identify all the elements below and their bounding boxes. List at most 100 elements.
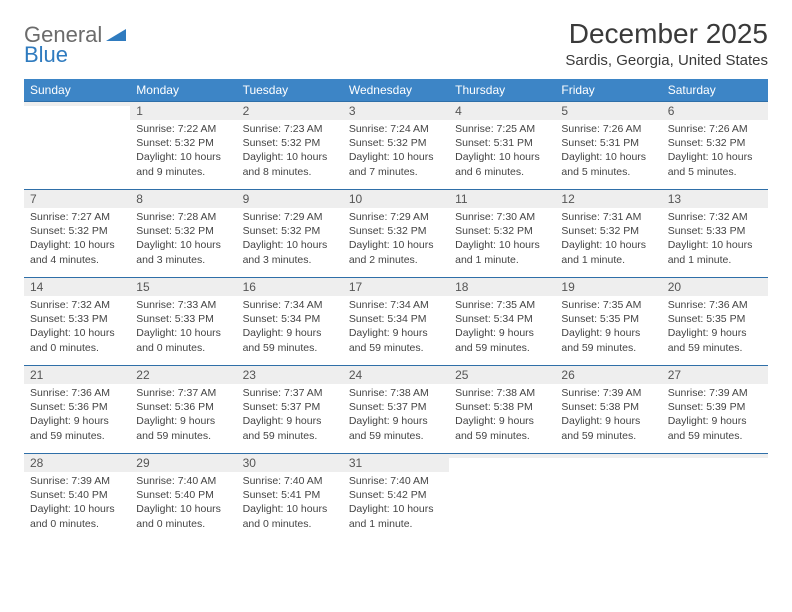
location: Sardis, Georgia, United States — [565, 52, 768, 69]
sunset-text: Sunset: 5:31 PM — [455, 136, 549, 150]
day-header: Tuesday — [237, 79, 343, 101]
day-number: 7 — [24, 189, 130, 208]
cell-body: Sunrise: 7:35 AMSunset: 5:35 PMDaylight:… — [555, 296, 661, 361]
calendar-cell — [24, 101, 130, 189]
calendar-cell: 8Sunrise: 7:28 AMSunset: 5:32 PMDaylight… — [130, 189, 236, 277]
sunrise-text: Sunrise: 7:40 AM — [349, 474, 443, 488]
daylight-text: Daylight: 10 hours and 4 minutes. — [30, 238, 124, 266]
day-number: 26 — [555, 365, 661, 384]
day-number: 23 — [237, 365, 343, 384]
calendar-cell — [662, 453, 768, 541]
calendar-cell: 30Sunrise: 7:40 AMSunset: 5:41 PMDayligh… — [237, 453, 343, 541]
daylight-text: Daylight: 10 hours and 1 minute. — [349, 502, 443, 530]
calendar-cell: 29Sunrise: 7:40 AMSunset: 5:40 PMDayligh… — [130, 453, 236, 541]
daylight-text: Daylight: 10 hours and 6 minutes. — [455, 150, 549, 178]
daylight-text: Daylight: 10 hours and 3 minutes. — [243, 238, 337, 266]
day-header: Wednesday — [343, 79, 449, 101]
sunrise-text: Sunrise: 7:27 AM — [30, 210, 124, 224]
day-number: 14 — [24, 277, 130, 296]
calendar-cell: 31 Sunrise: 7:40 AMSunset: 5:42 PMDayligh… — [343, 453, 449, 541]
cell-body: Sunrise: 7:26 AMSunset: 5:31 PMDaylight:… — [555, 120, 661, 185]
sunset-text: Sunset: 5:33 PM — [668, 224, 762, 238]
calendar-cell: 7Sunrise: 7:27 AMSunset: 5:32 PMDaylight… — [24, 189, 130, 277]
sunrise-text: Sunrise: 7:36 AM — [668, 298, 762, 312]
day-number: 12 — [555, 189, 661, 208]
calendar-cell: 23Sunrise: 7:37 AMSunset: 5:37 PMDayligh… — [237, 365, 343, 453]
calendar-cell: 3Sunrise: 7:24 AMSunset: 5:32 PMDaylight… — [343, 101, 449, 189]
sunset-text: Sunset: 5:40 PM — [136, 488, 230, 502]
day-number: 4 — [449, 101, 555, 120]
cell-body — [662, 458, 768, 466]
sunrise-text: Sunrise: 7:24 AM — [349, 122, 443, 136]
calendar-cell: 26Sunrise: 7:39 AMSunset: 5:38 PMDayligh… — [555, 365, 661, 453]
daylight-text: Daylight: 10 hours and 7 minutes. — [349, 150, 443, 178]
calendar-cell: 27Sunrise: 7:39 AMSunset: 5:39 PMDayligh… — [662, 365, 768, 453]
sunrise-text: Sunrise: 7:32 AM — [668, 210, 762, 224]
daylight-text: Daylight: 10 hours and 8 minutes. — [243, 150, 337, 178]
daylight-text: Daylight: 10 hours and 1 minute. — [561, 238, 655, 266]
sunset-text: Sunset: 5:37 PM — [243, 400, 337, 414]
sunset-text: Sunset: 5:33 PM — [30, 312, 124, 326]
day-number: 13 — [662, 189, 768, 208]
day-number: 31 — [343, 453, 449, 472]
cell-body: Sunrise: 7:24 AMSunset: 5:32 PMDaylight:… — [343, 120, 449, 185]
sunrise-text: Sunrise: 7:22 AM — [136, 122, 230, 136]
day-header: Saturday — [662, 79, 768, 101]
sunrise-text: Sunrise: 7:38 AM — [455, 386, 549, 400]
daylight-text: Daylight: 9 hours and 59 minutes. — [668, 326, 762, 354]
sunset-text: Sunset: 5:31 PM — [561, 136, 655, 150]
sunset-text: Sunset: 5:35 PM — [668, 312, 762, 326]
daylight-text: Daylight: 10 hours and 1 minute. — [668, 238, 762, 266]
sunrise-text: Sunrise: 7:26 AM — [668, 122, 762, 136]
day-number: 17 — [343, 277, 449, 296]
cell-body: Sunrise: 7:37 AMSunset: 5:37 PMDaylight:… — [237, 384, 343, 449]
logo-blue-wrap: Blue — [24, 42, 68, 68]
cell-body — [24, 106, 130, 114]
calendar-row: 1Sunrise: 7:22 AMSunset: 5:32 PMDaylight… — [24, 101, 768, 189]
day-number: 30 — [237, 453, 343, 472]
sunset-text: Sunset: 5:32 PM — [561, 224, 655, 238]
calendar-cell: 4Sunrise: 7:25 AMSunset: 5:31 PMDaylight… — [449, 101, 555, 189]
sunset-text: Sunset: 5:32 PM — [349, 136, 443, 150]
sunrise-text: Sunrise: 7:28 AM — [136, 210, 230, 224]
day-header-row: Sunday Monday Tuesday Wednesday Thursday… — [24, 79, 768, 101]
sunrise-text: Sunrise: 7:29 AM — [349, 210, 443, 224]
calendar-cell: 15Sunrise: 7:33 AMSunset: 5:33 PMDayligh… — [130, 277, 236, 365]
cell-body: Sunrise: 7:23 AMSunset: 5:32 PMDaylight:… — [237, 120, 343, 185]
cell-body: Sunrise: 7:39 AMSunset: 5:39 PMDaylight:… — [662, 384, 768, 449]
cell-body: Sunrise: 7:37 AMSunset: 5:36 PMDaylight:… — [130, 384, 236, 449]
sunrise-text: Sunrise: 7:34 AM — [349, 298, 443, 312]
calendar-cell: 21Sunrise: 7:36 AMSunset: 5:36 PMDayligh… — [24, 365, 130, 453]
cell-body: Sunrise: 7:31 AMSunset: 5:32 PMDaylight:… — [555, 208, 661, 273]
cell-body: Sunrise: 7:28 AMSunset: 5:32 PMDaylight:… — [130, 208, 236, 273]
daylight-text: Daylight: 10 hours and 0 minutes. — [30, 326, 124, 354]
calendar-cell: 24Sunrise: 7:38 AMSunset: 5:37 PMDayligh… — [343, 365, 449, 453]
sunset-text: Sunset: 5:38 PM — [561, 400, 655, 414]
month-title: December 2025 — [565, 18, 768, 50]
sunrise-text: Sunrise: 7:31 AM — [561, 210, 655, 224]
daylight-text: Daylight: 9 hours and 59 minutes. — [455, 414, 549, 442]
calendar-cell: 12Sunrise: 7:31 AMSunset: 5:32 PMDayligh… — [555, 189, 661, 277]
cell-body: Sunrise: 7:27 AMSunset: 5:32 PMDaylight:… — [24, 208, 130, 273]
cell-body: Sunrise: 7:36 AMSunset: 5:35 PMDaylight:… — [662, 296, 768, 361]
sunset-text: Sunset: 5:36 PM — [136, 400, 230, 414]
sunrise-text: Sunrise: 7:38 AM — [349, 386, 443, 400]
calendar-cell: 28Sunrise: 7:39 AMSunset: 5:40 PMDayligh… — [24, 453, 130, 541]
sunset-text: Sunset: 5:41 PM — [243, 488, 337, 502]
sunrise-text: Sunrise: 7:35 AM — [455, 298, 549, 312]
cell-body: Sunrise: 7:36 AMSunset: 5:36 PMDaylight:… — [24, 384, 130, 449]
header: General December 2025 Sardis, Georgia, U… — [24, 18, 768, 69]
sunset-text: Sunset: 5:42 PM — [349, 488, 443, 502]
calendar-row: 14Sunrise: 7:32 AMSunset: 5:33 PMDayligh… — [24, 277, 768, 365]
sunset-text: Sunset: 5:40 PM — [30, 488, 124, 502]
sunset-text: Sunset: 5:32 PM — [455, 224, 549, 238]
daylight-text: Daylight: 10 hours and 0 minutes. — [30, 502, 124, 530]
sunset-text: Sunset: 5:34 PM — [243, 312, 337, 326]
daylight-text: Daylight: 10 hours and 5 minutes. — [668, 150, 762, 178]
cell-body: Sunrise: 7:38 AMSunset: 5:38 PMDaylight:… — [449, 384, 555, 449]
day-number: 24 — [343, 365, 449, 384]
daylight-text: Daylight: 9 hours and 59 minutes. — [243, 326, 337, 354]
day-header: Sunday — [24, 79, 130, 101]
sunrise-text: Sunrise: 7:23 AM — [243, 122, 337, 136]
daylight-text: Daylight: 9 hours and 59 minutes. — [136, 414, 230, 442]
